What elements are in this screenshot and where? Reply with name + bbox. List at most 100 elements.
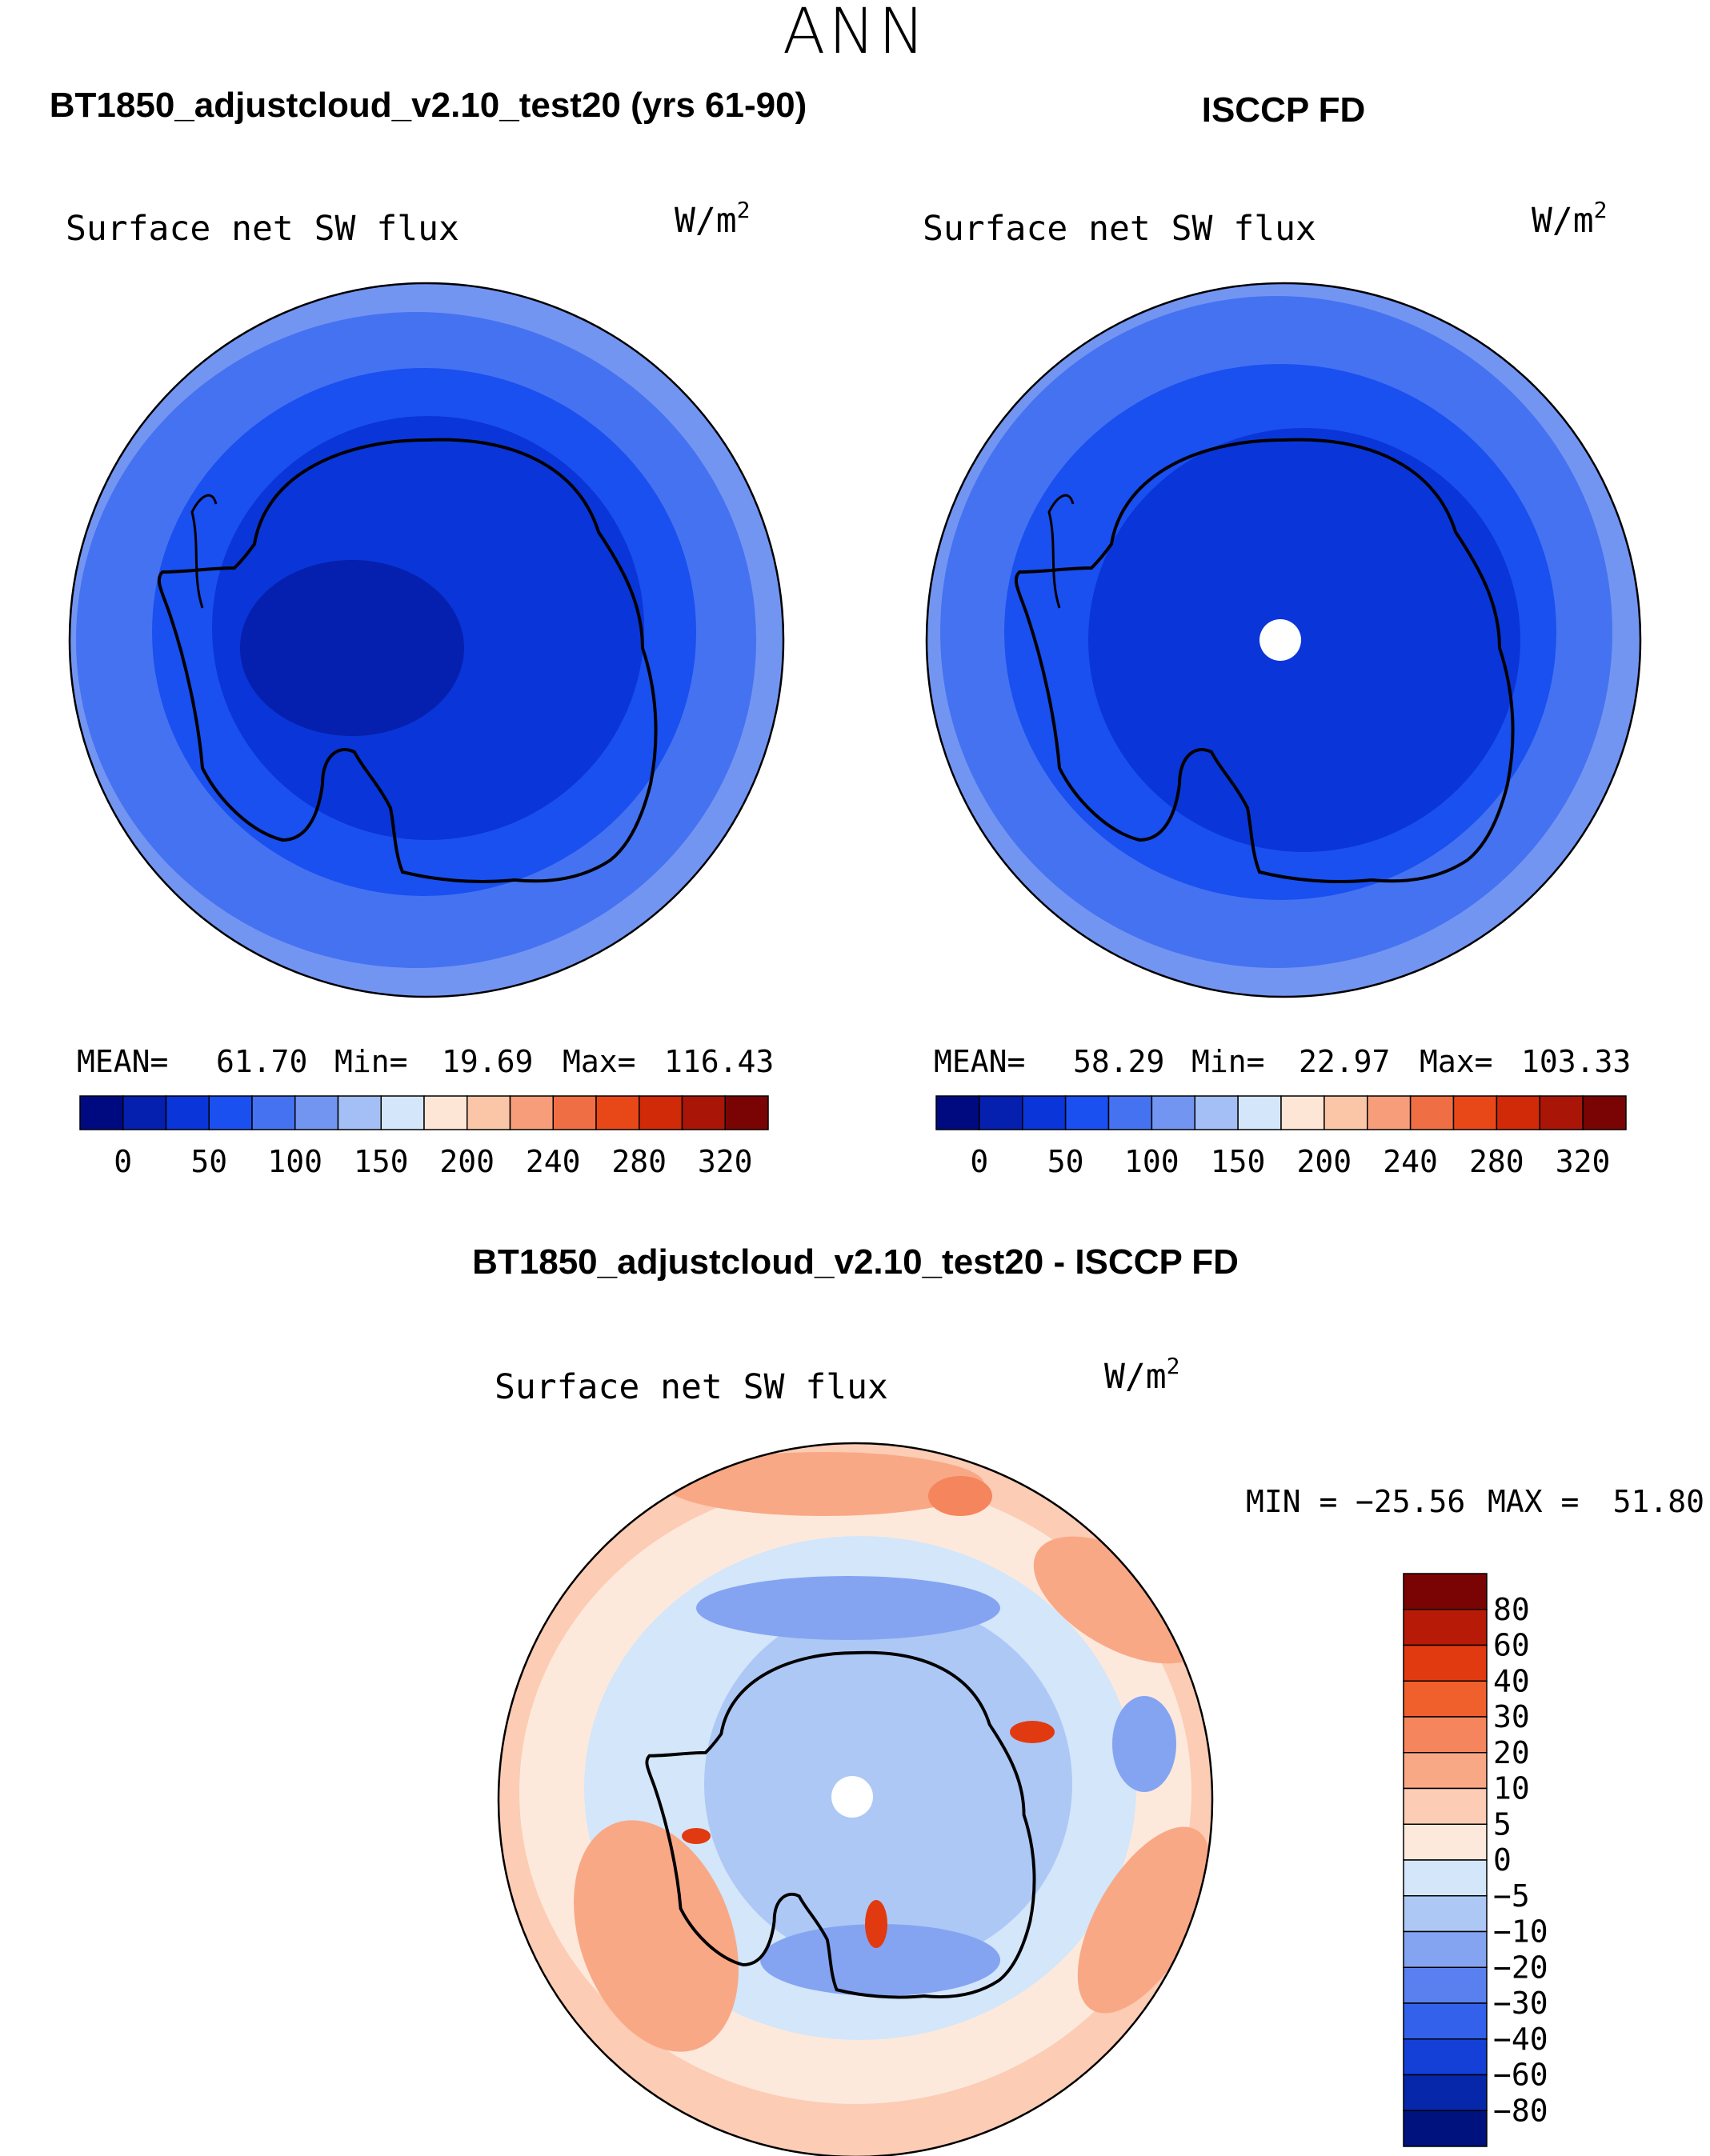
mean-label: MEAN=	[934, 1044, 1025, 1079]
colorbar-swatch	[935, 1095, 980, 1130]
min-label: Min=	[1191, 1044, 1265, 1079]
colorbar-swatch	[1496, 1095, 1540, 1130]
field-level	[1077, 1826, 1211, 2014]
colorbar-swatch	[1403, 2110, 1488, 2147]
colorbar-swatch	[1452, 1095, 1498, 1130]
colorbar-swatch	[639, 1095, 683, 1130]
colorbar-swatch	[1367, 1095, 1412, 1130]
colorbar-swatch	[1403, 1609, 1488, 1646]
colorbar-swatch	[1403, 1966, 1488, 2004]
field-level	[664, 1452, 984, 1516]
colorbar-tick-label: 240	[1383, 1144, 1438, 1179]
colorbar-swatch	[1403, 1644, 1488, 1682]
min-value: 19.69	[442, 1044, 533, 1079]
field-level	[760, 1924, 1000, 1996]
min-value: −25.56	[1356, 1484, 1465, 1519]
colorbar-swatch	[1280, 1095, 1325, 1130]
colorbar-tick-label: 320	[698, 1144, 753, 1179]
pole-hole	[831, 1776, 873, 1818]
panel-b-units: W/m2	[1532, 197, 1608, 241]
panel-b-colorbar: 0 50 100 150 200 240 280 320	[935, 1095, 1627, 1179]
units-text: W/m2	[1104, 1353, 1180, 1397]
colorbar-swatch	[1403, 1787, 1488, 1825]
max-value: 51.80	[1613, 1484, 1704, 1519]
mean-value: 61.70	[216, 1044, 307, 1079]
colorbar-swatch	[1237, 1095, 1282, 1130]
min-label: Min=	[334, 1044, 408, 1079]
colorbar-tick-label: 80	[1493, 1592, 1530, 1627]
colorbar-swatch	[251, 1095, 296, 1130]
max-label: Max=	[1420, 1044, 1493, 1079]
panel-b-title: ISCCP FD	[1202, 90, 1366, 130]
colorbar-tick-label: 280	[1469, 1144, 1524, 1179]
colorbar-tick-label: −60	[1493, 2058, 1548, 2093]
field-level	[1033, 1536, 1207, 1664]
colorbar-swatch	[1022, 1095, 1067, 1130]
colorbar-swatch	[79, 1095, 124, 1130]
map-border	[925, 282, 1642, 998]
colorbar-swatch	[1403, 1895, 1488, 1933]
colorbar-swatch	[423, 1095, 468, 1130]
panel-a-map	[68, 282, 785, 998]
colorbar-tick-label: 40	[1493, 1663, 1530, 1698]
colorbar-swatch	[337, 1095, 382, 1130]
colorbar-swatch	[595, 1095, 640, 1130]
field-level	[1088, 428, 1520, 852]
colorbar-swatch	[165, 1095, 210, 1130]
field-level	[574, 1820, 739, 2052]
colorbar-swatch	[1403, 2074, 1488, 2111]
colorbar-tick-label: 0	[1493, 1842, 1512, 1878]
colorbar-swatch	[681, 1095, 726, 1130]
panel-a-colorbar: 0 50 100 150 200 240 280 320	[79, 1095, 769, 1179]
colorbar-swatch	[1151, 1095, 1195, 1130]
field-level	[1112, 1696, 1176, 1792]
units-text: W/m2	[1532, 197, 1608, 241]
colorbar-swatch	[208, 1095, 253, 1130]
map-border	[497, 1442, 1214, 2156]
field-level	[928, 1476, 992, 1516]
map-border	[68, 282, 785, 998]
panel-b-variable: Surface net SW flux	[923, 209, 1316, 249]
panel-b-stats: MEAN= 58.29 Min= 22.97 Max= 103.33	[934, 1044, 1631, 1079]
pole-hole	[1259, 619, 1301, 661]
field-level	[696, 1576, 1000, 1640]
colorbar-swatch	[294, 1095, 339, 1130]
panel-b-map	[925, 282, 1642, 998]
colorbar-swatch	[1403, 1573, 1488, 1610]
colorbar-swatch	[1403, 1859, 1488, 1897]
colorbar-tick-label: 100	[267, 1144, 322, 1179]
colorbar-swatch	[979, 1095, 1023, 1130]
colorbar-swatch	[1403, 1823, 1488, 1861]
panel-a-variable: Surface net SW flux	[66, 209, 459, 249]
colorbar-swatch	[1403, 2002, 1488, 2040]
colorbar-tick-label: 5	[1493, 1806, 1512, 1842]
field-level	[865, 1900, 887, 1948]
colorbar-swatch	[380, 1095, 425, 1130]
panel-a-stats: MEAN= 61.70 Min= 19.69 Max= 116.43	[77, 1044, 774, 1079]
colorbar-tick-label: 0	[114, 1144, 132, 1179]
colorbar-swatch	[1409, 1095, 1455, 1130]
colorbar-swatch	[1107, 1095, 1153, 1130]
colorbar-tick-label: −40	[1493, 2022, 1548, 2057]
max-value: 103.33	[1521, 1044, 1631, 1079]
colorbar-tick-label: 100	[1124, 1144, 1179, 1179]
colorbar-swatch	[1064, 1095, 1110, 1130]
colorbar-swatch	[1403, 2038, 1488, 2076]
colorbar-swatch	[724, 1095, 769, 1130]
colorbar-tick-label: 10	[1493, 1771, 1530, 1806]
colorbar-tick-label: 50	[1047, 1144, 1084, 1179]
peninsula-coast	[1047, 494, 1075, 609]
colorbar-tick-label: −30	[1493, 1986, 1548, 2021]
units-text: W/m2	[675, 197, 751, 241]
panel-c-map	[497, 1442, 1214, 2156]
colorbar-tick-label: 200	[1297, 1144, 1352, 1179]
panel-a-units: W/m2	[675, 197, 751, 241]
season-title: ANN	[783, 0, 928, 68]
colorbar-swatch	[1403, 1680, 1488, 1718]
colorbar-swatch	[1403, 1752, 1488, 1790]
panel-c-variable: Surface net SW flux	[495, 1367, 888, 1407]
colorbar-tick-label: −10	[1493, 1914, 1548, 1950]
panel-a-title: BT1850_adjustcloud_v2.10_test20 (yrs 61-…	[50, 86, 807, 125]
